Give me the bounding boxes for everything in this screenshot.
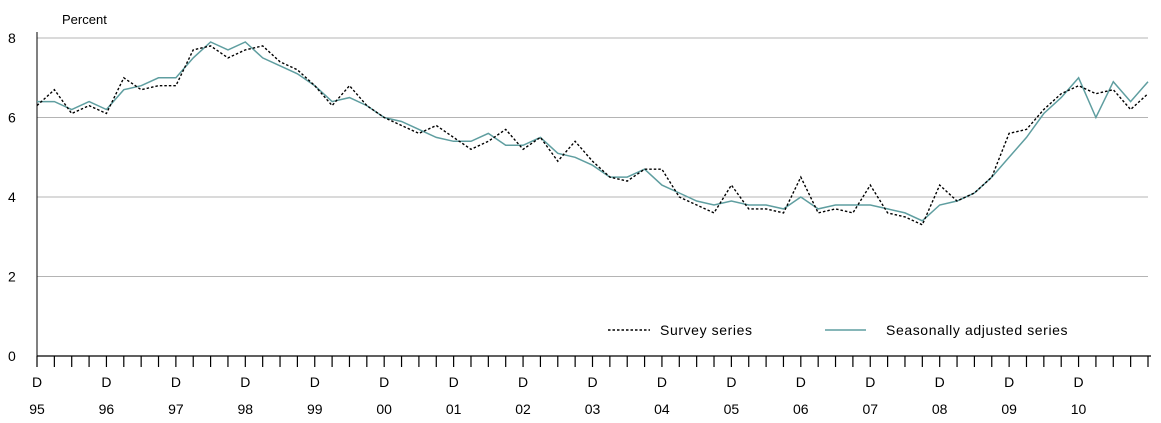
x-tick-label-month: D <box>449 374 459 390</box>
y-tick-label: 0 <box>8 348 16 364</box>
x-tick-label-month: D <box>935 374 945 390</box>
series-line-survey-series <box>36 45 1149 226</box>
x-tick-label-month: D <box>796 374 806 390</box>
x-axis: D 95 D 96 D 97 D 98 D 99 D 00 D 01 D 02 D 03 D 04 D 05 D 06 D 07 D… <box>29 355 1151 417</box>
x-tick-label-year: 02 <box>515 401 531 417</box>
x-tick-label-month: D <box>1004 374 1014 390</box>
y-axis-unit-label: Percent <box>62 12 107 27</box>
x-tick-label-month: D <box>587 374 597 390</box>
x-tick-label-year: 95 <box>29 401 45 417</box>
legend-label-survey-series: Survey series <box>660 322 753 338</box>
gridlines <box>37 37 1148 277</box>
y-tick-label: 8 <box>8 30 16 46</box>
x-tick-label-month: D <box>726 374 736 390</box>
x-tick-label-year: 98 <box>238 401 254 417</box>
x-tick-label-month: D <box>171 374 181 390</box>
x-tick-label-year: 03 <box>585 401 601 417</box>
x-tick-label-year: 96 <box>99 401 115 417</box>
legend: Survey series Seasonally adjusted series <box>608 322 1068 338</box>
x-tick-label-year: 08 <box>932 401 948 417</box>
x-tick-label-year: 97 <box>168 401 184 417</box>
x-tick-label-month: D <box>518 374 528 390</box>
series-lines <box>36 41 1149 226</box>
y-tick-label: 4 <box>8 189 16 205</box>
x-tick-label-year: 05 <box>724 401 740 417</box>
x-tick-label-year: 99 <box>307 401 323 417</box>
x-tick-label-month: D <box>240 374 250 390</box>
x-tick-label-year: 10 <box>1071 401 1087 417</box>
x-tick-label-year: 04 <box>654 401 670 417</box>
legend-label-seasonally-adjusted-series: Seasonally adjusted series <box>886 322 1068 338</box>
x-tick-label-year: 07 <box>862 401 878 417</box>
x-tick-label-month: D <box>1074 374 1084 390</box>
x-tick-label-month: D <box>310 374 320 390</box>
x-tick-label-month: D <box>865 374 875 390</box>
x-tick-label-year: 06 <box>793 401 809 417</box>
x-tick-label-month: D <box>32 374 42 390</box>
y-tick-label: 6 <box>8 110 16 126</box>
x-tick-label-month: D <box>379 374 389 390</box>
y-axis: 0 2 4 6 8 <box>8 30 38 364</box>
x-tick-label-month: D <box>657 374 667 390</box>
x-tick-label-month: D <box>101 374 111 390</box>
series-line-seasonally-adjusted-series <box>37 41 1149 222</box>
x-tick-label-year: 01 <box>446 401 462 417</box>
x-tick-label-year: 00 <box>376 401 392 417</box>
y-tick-label: 2 <box>8 269 16 285</box>
x-tick-label-year: 09 <box>1001 401 1017 417</box>
